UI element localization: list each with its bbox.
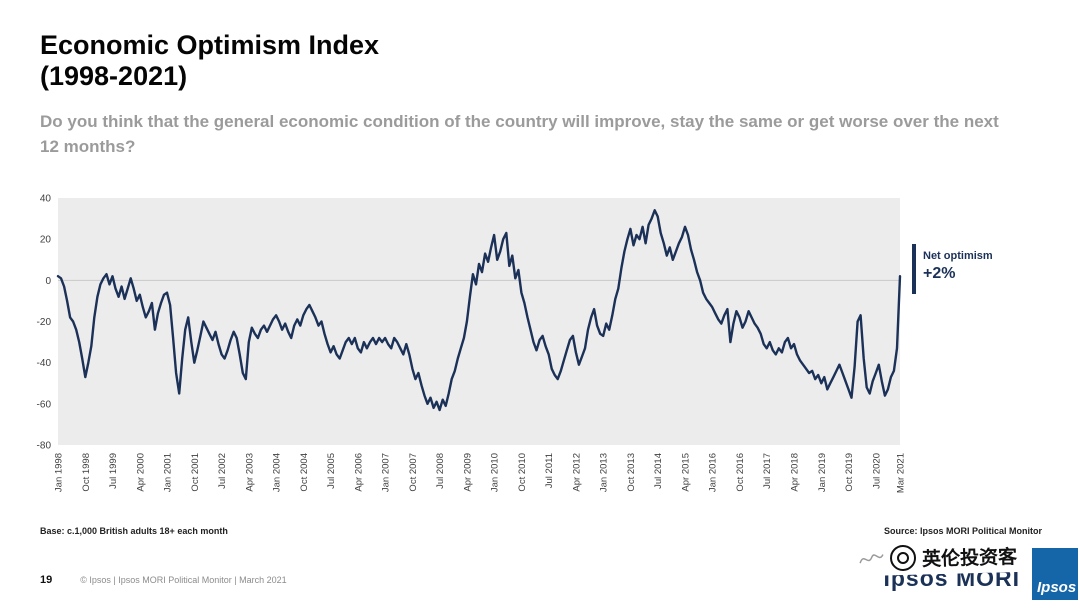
x-axis-tick-label: Jan 2019 [817,453,828,492]
x-axis-tick-label: Jul 2020 [871,453,882,489]
y-axis-tick-label: -80 [37,441,52,452]
x-axis-tick-label: Oct 2001 [190,453,201,492]
base-note: Base: c.1,000 British adults 18+ each mo… [40,526,228,536]
x-axis-tick-label: Jan 2016 [708,453,719,492]
x-axis-tick-label: Apr 2006 [353,453,364,492]
y-axis-tick-label: 20 [40,235,52,246]
optimism-series-line [56,209,902,412]
x-axis-tick-label: Jul 1999 [108,453,119,489]
x-axis-tick-label: Jan 1998 [54,453,65,492]
y-axis-tick-label: -20 [37,317,52,328]
y-axis-tick-label: 40 [40,194,52,205]
chart-area: 40 20 0 -20 -40 -60 -80 Jan 1998 Oct 1998 Jul 199… [0,188,1080,518]
annotation-value: +2% [923,265,956,282]
page-title: Economic Optimism Index (1998-2021) [40,30,379,92]
source-text: Ipsos MORI Political Monitor [919,526,1042,536]
x-axis-tick-label: Apr 2009 [462,453,473,492]
net-optimism-annotation: Net optimism +2% [912,244,993,294]
x-axis-tick-label: Oct 2016 [735,453,746,492]
watermark-logo-icon [889,544,917,572]
x-axis-tick-label: Apr 2015 [680,453,691,492]
x-axis-tick-label: Oct 2007 [408,453,419,492]
x-axis-tick-label: Jul 2011 [544,453,555,488]
x-axis-tick-label: Oct 2013 [626,453,637,492]
x-axis-tick-label: Jan 2007 [381,453,392,492]
x-axis-tick-label: Apr 2000 [135,453,146,492]
ipsos-logo-text: Ipsos [1037,579,1077,596]
x-axis-tick-label: Jan 2001 [163,453,174,492]
watermark-squiggle-icon [859,554,884,564]
source-note: Source: Ipsos MORI Political Monitor [884,526,1042,536]
x-axis-tick-label: Oct 2010 [517,453,528,492]
x-axis-tick-label: Jan 2013 [599,453,610,492]
survey-question: Do you think that the general economic c… [40,112,999,156]
footer: 19 © Ipsos | Ipsos MORI Political Monito… [40,574,287,586]
x-axis-tick-label: Jul 2017 [762,453,773,489]
source-label: Source: [883,526,918,536]
x-axis-tick-label: Oct 2004 [299,453,310,492]
x-axis-tick-label: Jul 2002 [217,453,228,489]
title-line-2: (1998-2021) [40,61,188,92]
y-axis-tick-label: -60 [37,399,52,410]
ipsos-logo-square: Ipsos [1032,548,1078,600]
x-axis-tick-label: Jan 2010 [490,453,501,492]
plot-background [58,198,900,445]
y-axis-tick-label: 0 [45,276,51,287]
watermark-text: 英伦投资客 [921,546,1018,570]
page-number: 19 [40,574,53,586]
annotation-marker-bar [912,244,916,294]
x-axis-tick-label: Jul 2005 [326,453,337,489]
x-axis-tick-label: Jul 2008 [435,453,446,489]
x-axis-tick-label: Jan 2004 [272,453,283,492]
x-axis-tick-label: Oct 2019 [844,453,855,492]
title-line-1: Economic Optimism Index [40,30,380,60]
footer-copyright: © Ipsos | Ipsos MORI Political Monitor |… [80,575,287,585]
watermark-stamp: 英伦投资客 [851,537,1030,577]
x-axis-tick-label: Apr 2012 [571,453,582,492]
x-axis-tick-label: Mar 2021 [896,453,907,493]
x-axis-tick-label: Oct 1998 [81,453,92,492]
x-axis-tick-label: Apr 2018 [789,453,800,492]
annotation-label: Net optimism [923,250,993,262]
x-axis-tick-label: Jul 2014 [653,453,664,489]
x-axis-tick-label: Apr 2003 [244,453,255,492]
y-axis-tick-label: -40 [37,358,52,369]
